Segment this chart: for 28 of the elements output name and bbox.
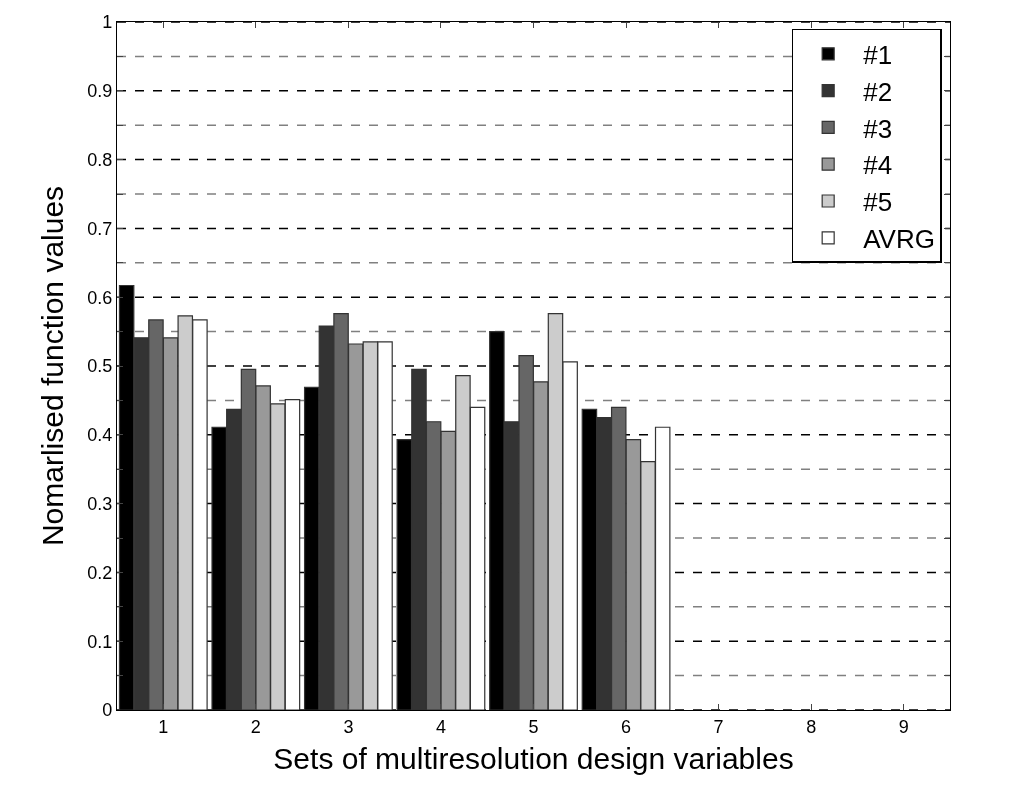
legend-label: #1 (863, 39, 893, 70)
y-tick-label: 0.6 (87, 287, 113, 308)
x-tick-label: 6 (621, 716, 632, 737)
y-tick-label: 0.4 (87, 425, 113, 446)
legend-label: #3 (863, 113, 893, 144)
y-axis-title: Nomarlised function values (36, 185, 70, 547)
x-tick-label: 7 (713, 716, 724, 737)
x-tick-label: 3 (343, 716, 354, 737)
y-tick-label: 0.9 (87, 81, 113, 102)
x-tick-label: 1 (158, 716, 169, 737)
y-tick-label: 0.8 (87, 149, 113, 170)
x-tick-label: 9 (898, 716, 909, 737)
y-tick-label: 0.5 (87, 356, 113, 377)
x-axis-title: Sets of multiresolution design variables (273, 742, 794, 776)
y-tick-label: 1 (102, 12, 113, 33)
legend-label: #5 (863, 187, 893, 218)
y-tick-label: 0.7 (87, 218, 113, 239)
y-tick-label: 0 (102, 700, 113, 721)
legend-label: AVRG (863, 223, 935, 254)
x-tick-label: 2 (250, 716, 261, 737)
x-tick-label: 8 (806, 716, 817, 737)
y-tick-label: 0.1 (87, 631, 113, 652)
y-tick-label: 0.3 (87, 493, 113, 514)
x-tick-label: 4 (435, 716, 446, 737)
legend-label: #4 (863, 150, 893, 181)
x-tick-label: 5 (528, 716, 539, 737)
y-tick-label: 0.2 (87, 562, 113, 583)
legend-label: #2 (863, 76, 893, 107)
